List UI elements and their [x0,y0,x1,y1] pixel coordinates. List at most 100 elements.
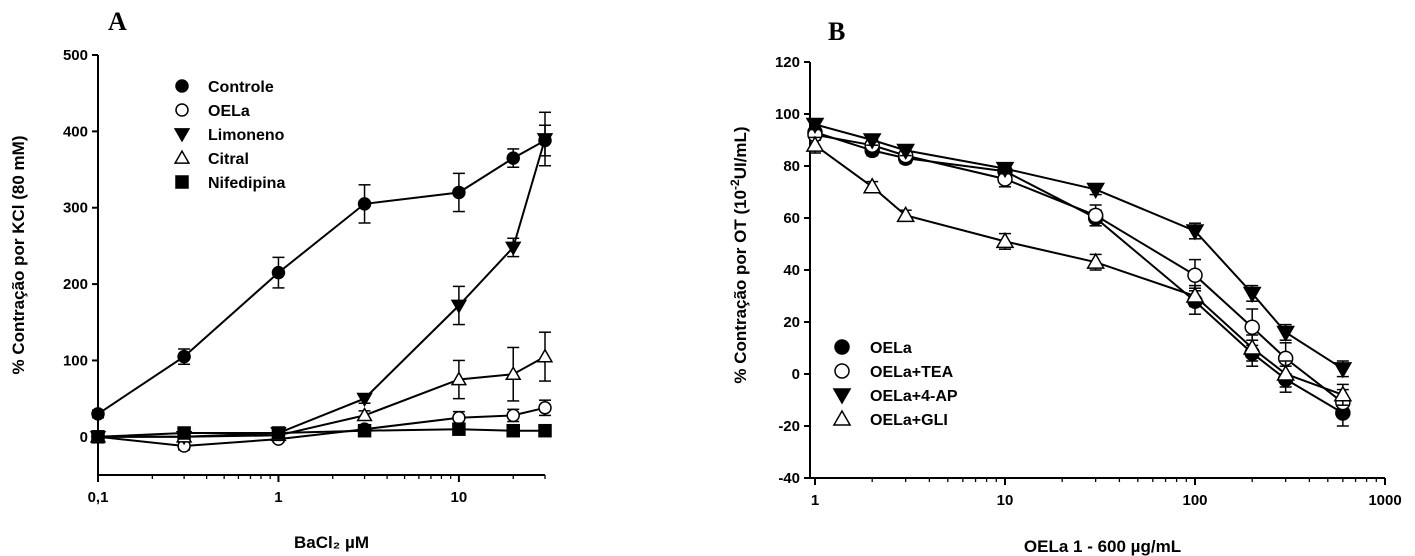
panel-a-data-point [177,349,191,364]
panel-b-data-point [1276,325,1295,342]
panel-a-data-point [505,365,522,381]
panel-b-legend-label: OELa+TEA [870,364,954,381]
panel-b-legend-marker [832,388,852,405]
panel-a-series-line [97,406,546,448]
panel-a-data-point [536,133,554,148]
panel-a-y-tick-label: 100 [63,352,88,369]
panel-b-legend-label: OELa [870,340,912,357]
panel-b-data-point [1242,286,1262,303]
panel-a-data-point [538,423,552,438]
panel-a-data-point [271,426,286,440]
panel-a-data-point [452,422,466,436]
panel-a-legend-marker [175,103,189,117]
panel-b-x-tick-label: 1 [811,492,819,509]
panel-b-y-axis-label: % Contração por OT (10-2UI/mL) [728,126,750,383]
panel-b-legend-marker [834,339,850,355]
panel-b-data-point [805,135,825,152]
panel-b-data-point [1185,224,1205,241]
panel-b-y-axis-label-sup: -2 [728,179,742,190]
panel-a-data-point [357,197,372,211]
panel-b-y-axis-label-main: % Contração por OT (10 [731,190,750,384]
panel-b-data-point [1087,207,1104,224]
panel-a-chart: 0 100 200 300 400 500 0,1 1 10 Controle OELa Limone… [63,47,554,506]
panel-a-legend-marker [173,128,191,143]
panel-b-y-tick-label: 120 [775,54,800,71]
panel-b-data-point [1242,338,1262,355]
panel-b-data-point [862,177,882,194]
panel-a-x-tick-label: 1 [274,489,282,506]
panel-b-y-tick-label: 100 [775,106,800,123]
panel-b-data-point [1187,267,1203,283]
panel-b-y-tick-label: 80 [783,158,800,175]
panel-a-data-point [452,185,466,200]
panel-b-y-tick-label: 20 [783,314,800,331]
panel-b-series-line [814,123,1344,370]
panel-a-legend-marker [173,149,191,164]
panel-a-y-tick-label: 500 [63,47,88,64]
panel-b-y-tick-label: 0 [792,366,800,383]
panel-a-y-tick-label: 200 [63,276,88,293]
panel-b-y-tick-label: -40 [778,470,800,487]
panel-b-data-point [805,117,825,134]
panel-a-series-line [97,139,546,415]
panel-a-y-tick-label: 0 [80,429,88,446]
panel-b-data-point [995,231,1015,249]
panel-b-label: B [828,17,845,46]
panel-b-x-axis-label: OELa 1 - 600 µg/mL [1024,537,1181,556]
panel-a-data-point [538,401,552,415]
panel-a-data-point [271,265,286,280]
panel-b-x-tick-label: 100 [1182,492,1207,509]
panel-a-legend-marker [175,79,189,93]
panel-b-data-point [1333,362,1353,379]
panel-a-y-tick-label: 300 [63,200,88,217]
panel-a-data-point [91,407,105,421]
panel-a-legend-label: OELa [208,103,250,120]
panel-b-y-tick-label: -20 [778,418,800,435]
panel-b-data-point [1086,182,1105,199]
panel-a-data-point [356,407,373,422]
panel-b-data-point [1185,286,1205,303]
panel-b-data-point [1244,319,1260,335]
panel-b-legend-marker [832,409,852,426]
panel-a-data-point [452,410,466,425]
panel-a-data-point [450,299,468,314]
panel-a-label: A [108,7,127,36]
panel-a-y-tick-label: 400 [63,123,88,140]
panel-a-series-line [98,138,546,438]
panel-a-data-point [505,241,522,256]
panel-b-data-point [1276,364,1295,381]
panel-b-y-axis-label-end: UI/mL) [731,126,750,179]
panel-a-data-point [506,408,520,423]
panel-b-data-point [1086,252,1105,269]
panel-a-legend-label: Controle [208,79,274,96]
panel-b-x-tick-label: 10 [997,492,1014,509]
panel-b-legend-label: OELa+GLI [870,412,948,429]
panel-a-legend-label: Nifedipina [208,175,285,192]
panel-b-data-point [1333,385,1353,402]
panel-b-y-tick-label: 60 [783,210,800,227]
panel-b-series-line [814,144,1344,396]
panel-a-series-line [97,428,545,438]
panel-b-y-tick-label: 40 [783,262,800,279]
panel-b-data-point [995,161,1015,179]
panel-a-x-tick-label: 0,1 [88,489,109,506]
panel-a-data-point [536,348,554,363]
panel-a-data-point [357,423,372,438]
panel-a-data-point [91,430,105,444]
panel-a-data-point [177,426,191,440]
panel-b-legend-label: OELa+4-AP [870,388,958,405]
panel-a-legend-label: Citral [208,151,249,168]
panel-a-legend-marker [175,175,189,189]
panel-b-data-point [862,133,882,150]
panel-a-x-axis-label: BaCl₂ µM [294,533,369,552]
panel-b-legend-marker [834,363,850,379]
panel-b-data-point [896,205,915,223]
panel-a-legend-label: Limoneno [208,127,285,144]
panel-b-x-tick-label: 1000 [1368,492,1401,509]
panel-b-data-point [896,143,915,160]
panel-a-data-point [450,371,468,386]
panel-a-data-point [506,423,520,438]
panel-a-data-point [506,151,520,165]
